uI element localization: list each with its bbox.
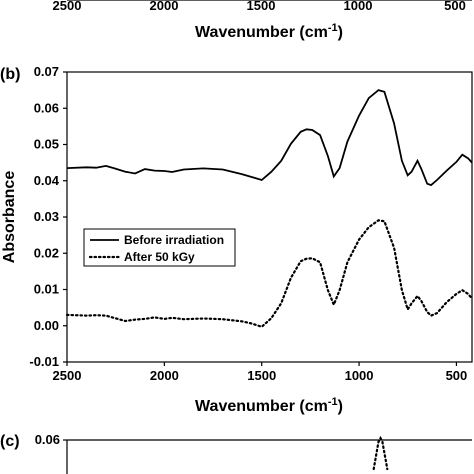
series-before-irradiation (66, 89, 473, 187)
panel-c-label: (c) (0, 433, 20, 450)
panel-c: (c) 0.06 (0, 432, 472, 474)
x-tick-label: 2500 (53, 368, 82, 383)
y-tick-label: 0.04 (34, 173, 60, 188)
y-tick-label: 0.05 (34, 137, 59, 152)
panel-c-series-peak (372, 435, 389, 471)
panel-b-y-ticks: -0.01 0.00 0.01 0.02 0.03 0.04 0.05 0.06 0.07 (29, 64, 67, 369)
y-tick-label: 0.02 (34, 245, 59, 260)
series-after-50-kgy (65, 219, 474, 329)
panel-b-label: (b) (0, 66, 20, 83)
panel-b-plot-frame (66, 71, 473, 363)
x-tick-label: 2000 (150, 368, 179, 383)
panel-a-tick-1000: 1000 (344, 0, 373, 13)
panel-a-fragment: 2500 2000 1500 1000 500 Wavenumber (cm-1… (53, 0, 472, 41)
x-tick-label: 500 (446, 368, 468, 383)
legend: Before irradiation After 50 kGy (83, 228, 236, 267)
legend-box (83, 228, 236, 267)
panel-a-tick-500: 500 (444, 0, 466, 13)
x-tick-label: 1500 (247, 368, 276, 383)
y-tick-label: 0.01 (34, 282, 59, 297)
panel-a-tick-2500: 2500 (53, 0, 82, 13)
y-tick-label: 0.06 (34, 100, 59, 115)
panel-a-tick-2000: 2000 (150, 0, 179, 13)
legend-label-before: Before irradiation (124, 233, 224, 247)
panel-a-x-axis-title: Wavenumber (cm-1) (195, 22, 343, 41)
y-tick-label: -0.01 (29, 354, 59, 369)
y-tick-label: 0.07 (34, 64, 59, 79)
x-tick-label: 1000 (345, 368, 374, 383)
panel-a-tick-1500: 1500 (247, 0, 276, 13)
panel-b-x-axis-title: Wavenumber (cm-1) (195, 396, 343, 415)
panel-b-y-axis-title: Absorbance (1, 171, 18, 264)
y-tick-label: 0.03 (34, 209, 59, 224)
y-tick-label: 0.00 (34, 318, 59, 333)
panel-c-y-tick-label-0.06: 0.06 (35, 432, 60, 447)
panel-b-x-ticks: 2500 2000 1500 1000 500 (53, 362, 468, 383)
panel-b: (b) Absorbance -0.01 0.00 0.01 0.02 0.03 0.04… (0, 64, 474, 415)
legend-label-after: After 50 kGy (124, 250, 195, 264)
